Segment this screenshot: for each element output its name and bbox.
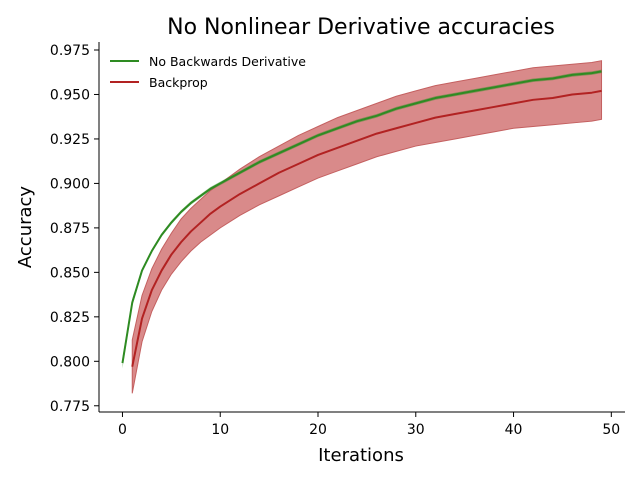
x-tick-label: 0	[118, 422, 127, 438]
legend-label-no-backwards-derivative: No Backwards Derivative	[149, 54, 306, 69]
no-backwards-derivative-line	[121, 70, 602, 364]
backprop-line	[131, 89, 602, 367]
backprop-band	[131, 60, 603, 394]
x-tick-label: 40	[505, 422, 523, 438]
y-axis-label: Accuracy	[15, 186, 36, 269]
y-tick-label: 0.975	[50, 43, 90, 59]
x-axis-ticks: 0 10 20 30 40 50	[118, 412, 620, 438]
y-tick-label: 0.825	[50, 310, 90, 326]
legend: No Backwards Derivative Backprop	[110, 54, 306, 90]
x-tick-label: 30	[407, 422, 425, 438]
y-axis-ticks: 0.775 0.800 0.825 0.850 0.875 0.900 0.925 0.950…	[50, 43, 99, 415]
x-axis-label: Iterations	[318, 445, 404, 466]
x-tick-label: 50	[602, 422, 620, 438]
y-tick-label: 0.950	[50, 87, 90, 103]
y-tick-label: 0.925	[50, 132, 90, 148]
y-tick-label: 0.900	[50, 176, 90, 192]
y-tick-label: 0.850	[50, 265, 90, 281]
y-tick-label: 0.800	[50, 354, 90, 370]
legend-label-backprop: Backprop	[149, 75, 208, 90]
y-tick-label: 0.875	[50, 221, 90, 237]
x-tick-label: 20	[309, 422, 327, 438]
y-tick-label: 0.775	[50, 399, 90, 415]
plot-area	[121, 60, 603, 394]
chart-title: No Nonlinear Derivative accuracies	[167, 15, 555, 40]
x-tick-label: 10	[211, 422, 229, 438]
